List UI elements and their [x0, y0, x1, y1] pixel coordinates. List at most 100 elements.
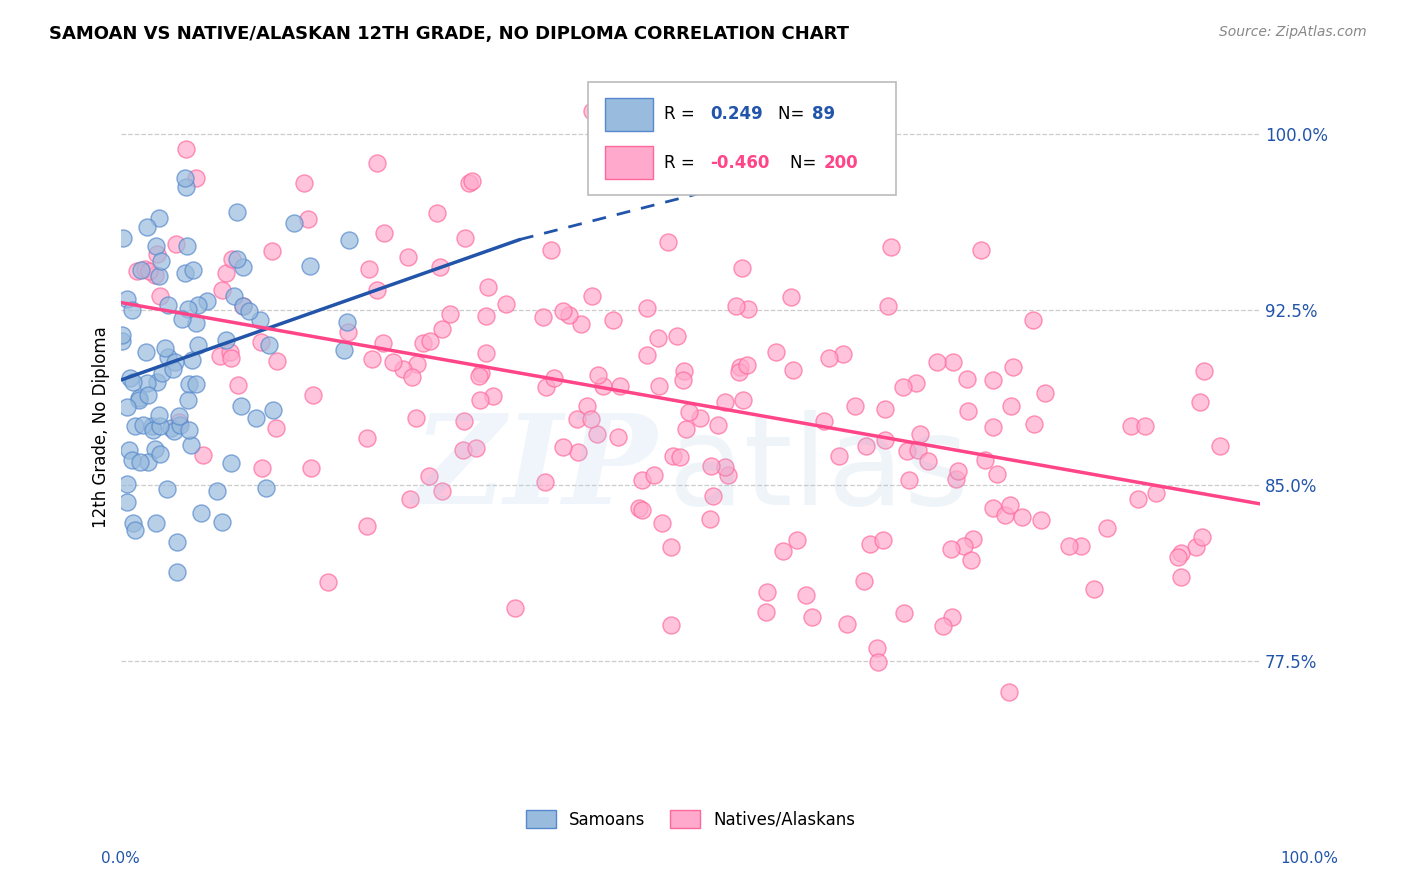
- Point: [232, 260, 254, 275]
- Point: [187, 298, 209, 312]
- Point: [356, 518, 378, 533]
- Point: [801, 610, 824, 624]
- Point: [143, 268, 166, 282]
- Point: [636, 348, 658, 362]
- Point: [399, 492, 422, 507]
- Point: [779, 290, 801, 304]
- Point: [853, 574, 876, 589]
- Point: [557, 308, 579, 322]
- Point: [543, 371, 565, 385]
- Point: [974, 453, 997, 467]
- Point: [865, 640, 887, 655]
- Point: [553, 441, 575, 455]
- Point: [917, 454, 939, 468]
- Point: [167, 415, 190, 429]
- Text: 0.249: 0.249: [710, 105, 763, 123]
- Point: [153, 341, 176, 355]
- Point: [731, 392, 754, 407]
- Point: [1189, 395, 1212, 409]
- Point: [643, 467, 665, 482]
- Point: [406, 357, 429, 371]
- Point: [945, 472, 967, 486]
- Point: [333, 343, 356, 357]
- Point: [373, 226, 395, 240]
- Point: [419, 334, 441, 348]
- Point: [876, 299, 898, 313]
- Point: [174, 171, 197, 186]
- Point: [1029, 513, 1052, 527]
- Point: [264, 421, 287, 435]
- Point: [628, 501, 651, 516]
- Point: [121, 453, 143, 467]
- Point: [299, 461, 322, 475]
- Point: [166, 535, 188, 549]
- Point: [453, 414, 475, 428]
- Point: [470, 366, 492, 380]
- Point: [585, 426, 607, 441]
- Point: [659, 618, 682, 632]
- Text: -0.460: -0.460: [710, 153, 769, 171]
- Point: [907, 443, 929, 458]
- Point: [149, 418, 172, 433]
- Point: [138, 264, 160, 278]
- Point: [250, 461, 273, 475]
- Point: [631, 473, 654, 487]
- Point: [631, 503, 654, 517]
- Point: [702, 489, 724, 503]
- Point: [183, 263, 205, 277]
- Point: [176, 180, 198, 194]
- Point: [337, 326, 360, 340]
- Point: [136, 388, 159, 402]
- Text: 89: 89: [813, 105, 835, 123]
- Point: [818, 351, 841, 365]
- Point: [1126, 492, 1149, 507]
- Point: [298, 259, 321, 273]
- Point: [163, 425, 186, 439]
- Point: [211, 283, 233, 297]
- Point: [121, 303, 143, 318]
- Point: [592, 379, 614, 393]
- Point: [941, 610, 963, 624]
- Point: [232, 299, 254, 313]
- Point: [337, 233, 360, 247]
- Point: [226, 204, 249, 219]
- Point: [666, 328, 689, 343]
- Point: [673, 364, 696, 378]
- Point: [1022, 313, 1045, 327]
- Point: [1133, 419, 1156, 434]
- Point: [301, 388, 323, 402]
- Point: [360, 352, 382, 367]
- Point: [828, 449, 851, 463]
- Point: [336, 316, 359, 330]
- Point: [651, 516, 673, 531]
- Point: [896, 443, 918, 458]
- Text: R =: R =: [665, 153, 700, 171]
- Point: [429, 260, 451, 275]
- Point: [735, 359, 758, 373]
- Point: [1191, 530, 1213, 544]
- Point: [495, 297, 517, 311]
- Point: [1083, 582, 1105, 596]
- Point: [461, 174, 484, 188]
- Point: [1185, 540, 1208, 554]
- Point: [366, 156, 388, 170]
- Point: [124, 523, 146, 537]
- Point: [477, 280, 499, 294]
- Point: [669, 450, 692, 464]
- Point: [981, 373, 1004, 387]
- Point: [837, 617, 859, 632]
- Text: atlas: atlas: [668, 409, 970, 531]
- Point: [115, 495, 138, 509]
- Text: 100.0%: 100.0%: [1281, 852, 1339, 866]
- Point: [534, 380, 557, 394]
- Text: N=: N=: [779, 105, 810, 123]
- Point: [953, 539, 976, 553]
- Point: [891, 380, 914, 394]
- Point: [567, 412, 589, 426]
- Point: [412, 336, 434, 351]
- Point: [737, 301, 759, 316]
- Point: [162, 361, 184, 376]
- Point: [128, 391, 150, 405]
- Text: ZIP: ZIP: [413, 409, 657, 531]
- Point: [586, 368, 609, 383]
